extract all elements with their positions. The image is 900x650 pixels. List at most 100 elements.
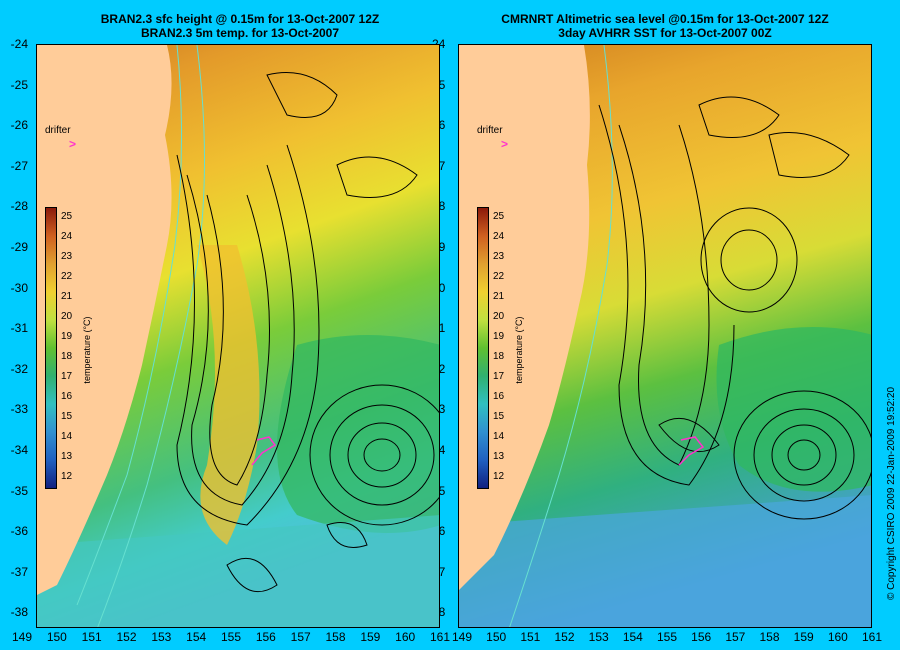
colorbar-tick-label: 21 bbox=[61, 291, 73, 302]
lat-tick-label: -31 bbox=[10, 321, 28, 336]
colorbar-tick-label: 19 bbox=[61, 331, 73, 342]
colorbar-tick-label: 12 bbox=[61, 471, 73, 482]
cool-eddy-region bbox=[277, 335, 439, 533]
lon-tick-label: 153 bbox=[588, 630, 609, 644]
drifter-label: drifter bbox=[45, 125, 71, 136]
lat-tick-label: -29 bbox=[10, 240, 28, 254]
lon-tick-label: 154 bbox=[186, 630, 207, 644]
lon-tick-label: 161 bbox=[429, 630, 451, 644]
cool-region-right bbox=[716, 327, 871, 492]
lon-tick-label: 150 bbox=[46, 630, 67, 644]
right-title: CMRNRT Altimetric sea level @0.15m for 1… bbox=[445, 12, 885, 40]
colorbar-tick-label: 25 bbox=[493, 211, 505, 222]
colorbar-tick-label: 23 bbox=[61, 251, 73, 262]
colorbar-tick-label: 24 bbox=[493, 231, 505, 242]
lat-tick-label: -25 bbox=[10, 77, 28, 92]
lon-tick-label: 157 bbox=[290, 630, 311, 644]
colorbar-tick-label: 19 bbox=[493, 331, 505, 342]
lon-tick-label: 158 bbox=[325, 630, 346, 644]
colorbar-tick-label: 21 bbox=[493, 291, 505, 302]
ssh-contours bbox=[176, 72, 439, 593]
drifter-track bbox=[251, 436, 277, 466]
lat-tick-label: -36 bbox=[10, 524, 28, 539]
lon-tick-label: 156 bbox=[691, 630, 712, 644]
lon-tick-label: 149 bbox=[11, 630, 33, 644]
lon-tick-label: 152 bbox=[554, 630, 575, 644]
colorbar-tick-label: 15 bbox=[493, 411, 505, 422]
bathymetry-contour-right bbox=[509, 45, 613, 627]
colorbar-tick-label: 22 bbox=[61, 271, 73, 282]
cool-southern-water-right bbox=[459, 495, 871, 627]
drifter-marker-right: > bbox=[501, 137, 509, 151]
lon-tick-label: 159 bbox=[793, 630, 814, 644]
colorbar-ticks-right: 25 24 23 22 21 20 19 18 17 16 15 14 13 12 bbox=[493, 207, 513, 487]
lat-tick-label: -33 bbox=[10, 402, 28, 417]
drifter-track-right bbox=[678, 436, 705, 466]
lat-tick-label: -26 bbox=[10, 118, 28, 133]
lat-tick-label: -38 bbox=[10, 605, 28, 620]
colorbar-tick-label: 13 bbox=[61, 451, 73, 462]
left-title-line1: BRAN2.3 sfc height @ 0.15m for 13-Oct-20… bbox=[100, 12, 380, 26]
left-title-line2: BRAN2.3 5m temp. for 13-Oct-2007 bbox=[140, 26, 340, 40]
lon-tick-label: 150 bbox=[486, 630, 507, 644]
lat-tick-label: -27 bbox=[10, 158, 28, 173]
right-title-line2: 3day AVHRR SST for 13-Oct-2007 00Z bbox=[558, 26, 772, 40]
left-map-panel: drifter > 25 24 23 22 21 20 19 18 17 16 15 14 13 12 t… bbox=[36, 44, 440, 628]
colorbar-tick-label: 16 bbox=[61, 391, 73, 402]
lon-tick-label: 155 bbox=[656, 630, 678, 644]
lon-tick-label: 154 bbox=[622, 630, 643, 644]
colorbar-label-right: temperature (°C) bbox=[514, 316, 524, 384]
land-australia bbox=[37, 45, 172, 595]
colorbar-tick-label: 25 bbox=[61, 211, 73, 222]
colorbar-tick-label: 12 bbox=[493, 471, 505, 482]
colorbar-tick-label: 20 bbox=[493, 311, 505, 322]
colorbar-tick-label: 24 bbox=[61, 231, 73, 242]
lon-tick-label: 155 bbox=[220, 630, 242, 644]
colorbar-tick-label: 17 bbox=[493, 371, 505, 382]
drifter-marker: > bbox=[69, 137, 77, 151]
lat-tick-label: -32 bbox=[10, 361, 28, 376]
colorbar-ticks: 25 24 23 22 21 20 19 18 17 16 15 14 13 12 bbox=[61, 207, 81, 487]
colorbar-tick-label: 16 bbox=[493, 391, 505, 402]
right-title-line1: CMRNRT Altimetric sea level @0.15m for 1… bbox=[501, 12, 829, 26]
colorbar-tick-label: 14 bbox=[61, 431, 73, 442]
lon-tick-label: 161 bbox=[861, 630, 883, 644]
lon-tick-label: 152 bbox=[116, 630, 137, 644]
right-map-svg bbox=[459, 45, 871, 627]
lat-tick-label: -34 bbox=[10, 443, 28, 457]
land-australia-right bbox=[459, 45, 590, 590]
lon-tick-label: 151 bbox=[81, 630, 102, 644]
lat-tick-label: -24 bbox=[10, 37, 28, 51]
colorbar-tick-label: 17 bbox=[61, 371, 73, 382]
warm-tongue bbox=[197, 245, 260, 545]
left-map-svg bbox=[37, 45, 439, 627]
colorbar-tick-label: 18 bbox=[61, 351, 73, 362]
lon-tick-label: 158 bbox=[759, 630, 780, 644]
colorbar-tick-label: 22 bbox=[493, 271, 505, 282]
colorbar-tick-label: 23 bbox=[493, 251, 505, 262]
lon-tick-label: 156 bbox=[255, 630, 276, 644]
colorbar-tick-label: 20 bbox=[61, 311, 73, 322]
lat-tick-label: -30 bbox=[10, 280, 28, 295]
lon-tick-label: 160 bbox=[395, 630, 416, 644]
drifter-label-right: drifter bbox=[477, 125, 503, 136]
lon-tick-label: 151 bbox=[520, 630, 541, 644]
lat-tick-label: -35 bbox=[10, 483, 28, 498]
colorbar-tick-label: 18 bbox=[493, 351, 505, 362]
lat-tick-label: -37 bbox=[10, 564, 28, 579]
colorbar-right bbox=[477, 207, 489, 489]
lat-tick-label: -28 bbox=[10, 199, 28, 214]
bathymetry-contour-2 bbox=[97, 45, 205, 627]
lon-tick-label: 159 bbox=[360, 630, 381, 644]
colorbar-tick-label: 14 bbox=[493, 431, 505, 442]
colorbar-tick-label: 13 bbox=[493, 451, 505, 462]
colorbar-label: temperature (°C) bbox=[82, 316, 92, 384]
bathymetry-contour-1 bbox=[76, 45, 183, 606]
colorbar-tick-label: 15 bbox=[61, 411, 73, 422]
lon-tick-label: 160 bbox=[827, 630, 848, 644]
lon-tick-label: 157 bbox=[725, 630, 746, 644]
colorbar bbox=[45, 207, 57, 489]
lon-tick-label: 153 bbox=[151, 630, 172, 644]
left-title: BRAN2.3 sfc height @ 0.15m for 13-Oct-20… bbox=[20, 12, 460, 40]
lon-tick-label: 149 bbox=[451, 630, 473, 644]
